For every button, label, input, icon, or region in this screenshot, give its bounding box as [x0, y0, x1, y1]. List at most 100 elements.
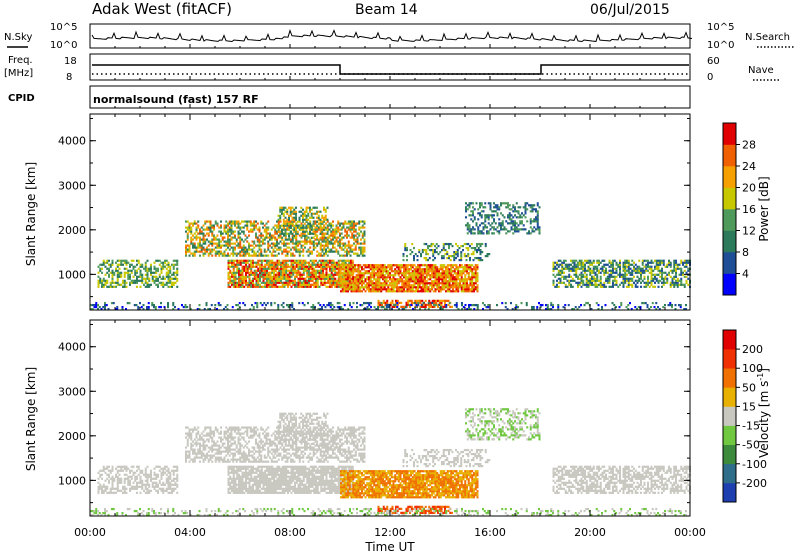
power-cell [165, 283, 168, 286]
power-cell [302, 218, 304, 221]
power-cell [228, 234, 231, 237]
power-cell [239, 232, 242, 235]
power-cell [626, 277, 628, 280]
power-cell [446, 288, 449, 291]
power-cell [496, 226, 499, 229]
power-cell [361, 284, 363, 287]
power-cell [657, 269, 660, 272]
power-cell [592, 267, 595, 270]
power-cell [325, 240, 327, 243]
power-cell [330, 232, 333, 235]
power-cell [323, 263, 326, 266]
power-cell [106, 281, 109, 284]
power-cell [466, 284, 468, 287]
power-cell [139, 269, 142, 272]
power-cell [291, 234, 294, 237]
power-cell [361, 272, 363, 275]
power-cell [477, 256, 480, 260]
power-cell [307, 301, 309, 305]
power-cell [334, 267, 337, 270]
power-cell [325, 248, 327, 251]
power-cell [281, 210, 283, 213]
power-cell [221, 232, 224, 235]
power-cell [529, 220, 532, 223]
power-cell [339, 259, 342, 262]
power-cell [404, 244, 407, 248]
power-cell [584, 269, 586, 272]
power-cell [441, 307, 444, 311]
power-cell [260, 252, 263, 255]
power-cell [250, 269, 253, 272]
power-cell [582, 281, 585, 284]
power-cell [464, 284, 467, 287]
power-cell [376, 278, 379, 281]
power-cell [473, 290, 475, 293]
power-cell [101, 285, 103, 288]
power-cell [265, 234, 268, 237]
power-cell [308, 261, 310, 264]
power-cell [269, 250, 271, 253]
power-cell [241, 246, 243, 249]
power-cell [531, 204, 534, 207]
power-cell [645, 265, 648, 268]
power-cell [643, 259, 646, 262]
power-cell [406, 288, 409, 291]
power-cell [227, 271, 230, 274]
power-cell [501, 220, 504, 223]
power-cell [241, 275, 244, 278]
power-cell [273, 279, 275, 282]
power-cell [391, 307, 393, 311]
power-cell [404, 286, 407, 289]
power-cell [332, 232, 334, 235]
power-cell [363, 220, 366, 223]
power-cell [638, 277, 641, 280]
power-cell [148, 277, 151, 280]
power-cell [116, 271, 119, 274]
power-cell [610, 273, 613, 276]
power-cell [192, 242, 194, 245]
power-cell [352, 301, 355, 305]
power-cell [515, 222, 518, 225]
power-cell [164, 277, 166, 280]
power-cell [220, 252, 222, 255]
power-cell [200, 250, 203, 253]
power-cell [473, 274, 475, 277]
power-cell [155, 269, 158, 272]
power-cell [246, 248, 249, 251]
power-cell [389, 284, 391, 287]
power-cell [552, 263, 555, 266]
power-cell [225, 232, 228, 235]
power-cell [354, 266, 356, 269]
power-cell [413, 246, 415, 250]
power-cell [498, 206, 501, 209]
power-cell [417, 272, 419, 275]
power-cell [326, 242, 329, 245]
power-cell [487, 202, 490, 205]
power-cell [358, 248, 361, 251]
power-cell [136, 279, 138, 282]
power-cell [239, 226, 242, 229]
power-cell [429, 278, 432, 281]
power-cell [345, 264, 348, 267]
power-cell [473, 272, 475, 275]
power-cell [332, 234, 334, 237]
power-cell [228, 248, 231, 251]
power-cell [411, 280, 414, 283]
power-cell [619, 265, 621, 268]
power-cell [101, 271, 103, 274]
power-cell [335, 236, 338, 239]
power-cell [455, 290, 458, 293]
power-cell [425, 284, 428, 287]
power-cell [582, 269, 585, 272]
power-cell [471, 270, 474, 273]
power-cell [397, 288, 400, 291]
power-cell [270, 301, 273, 305]
power-cell [235, 226, 238, 229]
power-cell [420, 276, 423, 279]
power-cell [332, 250, 334, 253]
power-cell [476, 250, 478, 254]
power-cell [420, 272, 423, 275]
power-cell [474, 264, 477, 267]
power-cell [396, 280, 398, 283]
power-cell [376, 274, 379, 277]
